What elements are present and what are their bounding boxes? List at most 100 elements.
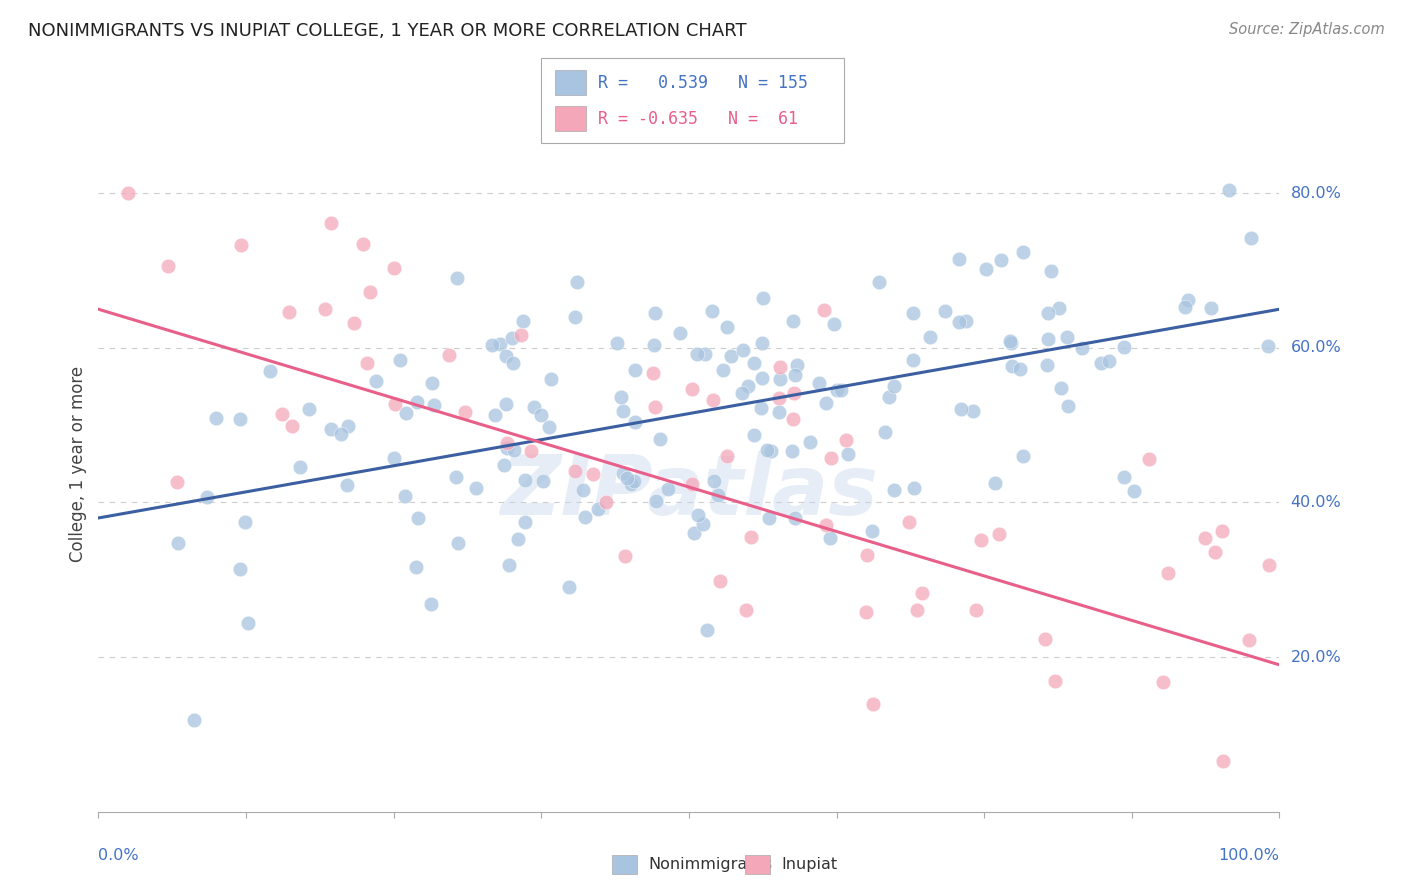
Point (686, 347, 709, 361)
Point (574, 510, 596, 524)
Point (519, 444, 541, 458)
Point (446, 535, 468, 549)
Point (742, 427, 765, 442)
Text: R =   0.539   N = 155: R = 0.539 N = 155 (598, 74, 807, 92)
Point (1036, 332, 1059, 346)
Point (903, 481, 925, 495)
Point (446, 271, 468, 285)
Point (1239, 632, 1261, 647)
Point (1098, 354, 1121, 368)
Point (582, 467, 605, 481)
Point (984, 476, 1007, 491)
Point (1156, 566, 1178, 581)
Point (489, 337, 512, 351)
Point (682, 525, 704, 540)
Point (384, 397, 406, 411)
Point (1212, 754, 1234, 768)
Point (820, 450, 842, 465)
Point (330, 427, 353, 442)
Point (281, 418, 304, 433)
Point (970, 533, 993, 547)
Point (644, 400, 666, 414)
Point (815, 518, 838, 533)
Point (702, 304, 724, 318)
Point (1194, 531, 1216, 545)
Point (990, 252, 1012, 267)
Point (834, 433, 856, 447)
Point (395, 406, 418, 420)
Point (837, 447, 859, 461)
Point (768, 391, 790, 405)
Point (702, 393, 724, 408)
Point (955, 314, 977, 328)
Point (382, 450, 405, 465)
Point (814, 395, 837, 409)
Point (768, 360, 790, 375)
Point (612, 404, 634, 418)
Point (1114, 340, 1136, 354)
Point (780, 444, 803, 458)
Point (1122, 484, 1144, 499)
Point (495, 441, 517, 455)
Point (731, 343, 754, 358)
Point (498, 558, 520, 573)
Point (298, 402, 321, 417)
Point (513, 516, 536, 530)
Point (205, 410, 228, 425)
Point (783, 386, 806, 401)
Point (987, 527, 1010, 541)
Point (879, 390, 901, 404)
Point (1240, 231, 1263, 245)
Point (530, 408, 553, 422)
Point (1001, 359, 1024, 374)
Point (1056, 330, 1078, 344)
Point (911, 586, 934, 600)
Point (782, 412, 804, 426)
Point (883, 379, 905, 393)
Point (948, 252, 970, 266)
Point (1036, 306, 1059, 320)
Point (314, 301, 336, 316)
Point (1039, 264, 1062, 278)
Point (692, 516, 714, 531)
Point (624, 362, 647, 376)
Text: Source: ZipAtlas.com: Source: ZipAtlas.com (1229, 22, 1385, 37)
Point (735, 603, 758, 617)
Point (270, 408, 292, 422)
Point (688, 508, 710, 523)
Point (492, 458, 515, 472)
Point (484, 409, 506, 423)
Point (716, 450, 738, 464)
Point (648, 432, 671, 446)
Text: 40.0%: 40.0% (1291, 495, 1341, 510)
Point (610, 390, 633, 404)
Point (495, 397, 517, 411)
Point (807, 376, 830, 391)
Point (496, 436, 519, 450)
Point (883, 483, 905, 498)
Point (713, 363, 735, 377)
Point (531, 474, 554, 488)
Point (783, 368, 806, 383)
Point (751, 370, 773, 384)
Point (509, 328, 531, 343)
Point (974, 262, 997, 277)
Point (564, 310, 586, 324)
Point (1257, 338, 1279, 352)
Y-axis label: College, 1 year or more: College, 1 year or more (69, 366, 87, 562)
Point (1012, 245, 1035, 260)
Point (813, 302, 835, 317)
Point (1071, 341, 1094, 355)
Point (1152, 675, 1174, 690)
Point (512, 314, 534, 328)
Point (752, 291, 775, 305)
Point (352, 237, 374, 252)
Point (259, 364, 281, 378)
Point (406, 395, 429, 409)
Point (343, 316, 366, 330)
Point (860, 524, 883, 539)
Point (768, 405, 790, 419)
Point (965, 602, 987, 616)
Point (233, 515, 256, 529)
Point (419, 597, 441, 611)
